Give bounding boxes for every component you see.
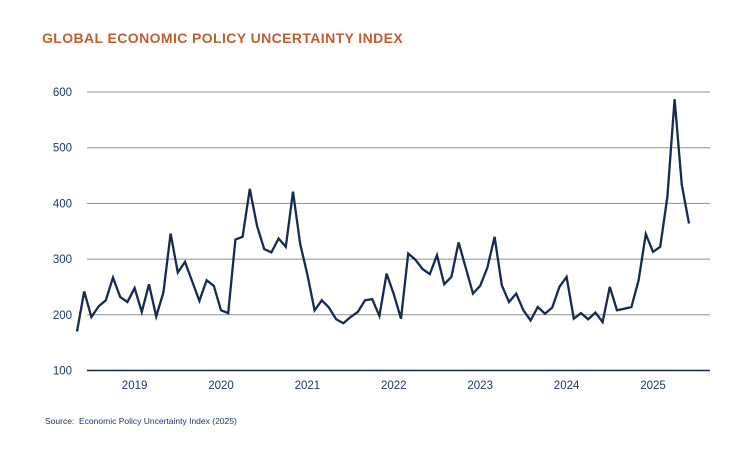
y-tick-label-400: 400 [53,198,72,210]
x-tick-label-2024: 2024 [554,380,580,392]
y-tick-label-100: 100 [53,366,72,378]
x-tick-label-2020: 2020 [208,380,234,392]
source-note: Source: Economic Policy Uncertainty Inde… [45,416,237,426]
epu-series-line [75,99,691,332]
x-tick-label-2021: 2021 [295,380,321,392]
x-tick-label-2025: 2025 [640,380,666,392]
x-tick-label-2023: 2023 [467,380,493,392]
chart-title: GLOBAL ECONOMIC POLICY UNCERTAINTY INDEX [42,30,404,46]
x-tick-label-2019: 2019 [122,380,148,392]
y-tick-label-300: 300 [53,254,72,266]
y-tick-label-200: 200 [53,310,72,322]
y-tick-label-600: 600 [53,87,72,99]
x-tick-label-2022: 2022 [381,380,407,392]
y-tick-label-500: 500 [53,143,72,155]
